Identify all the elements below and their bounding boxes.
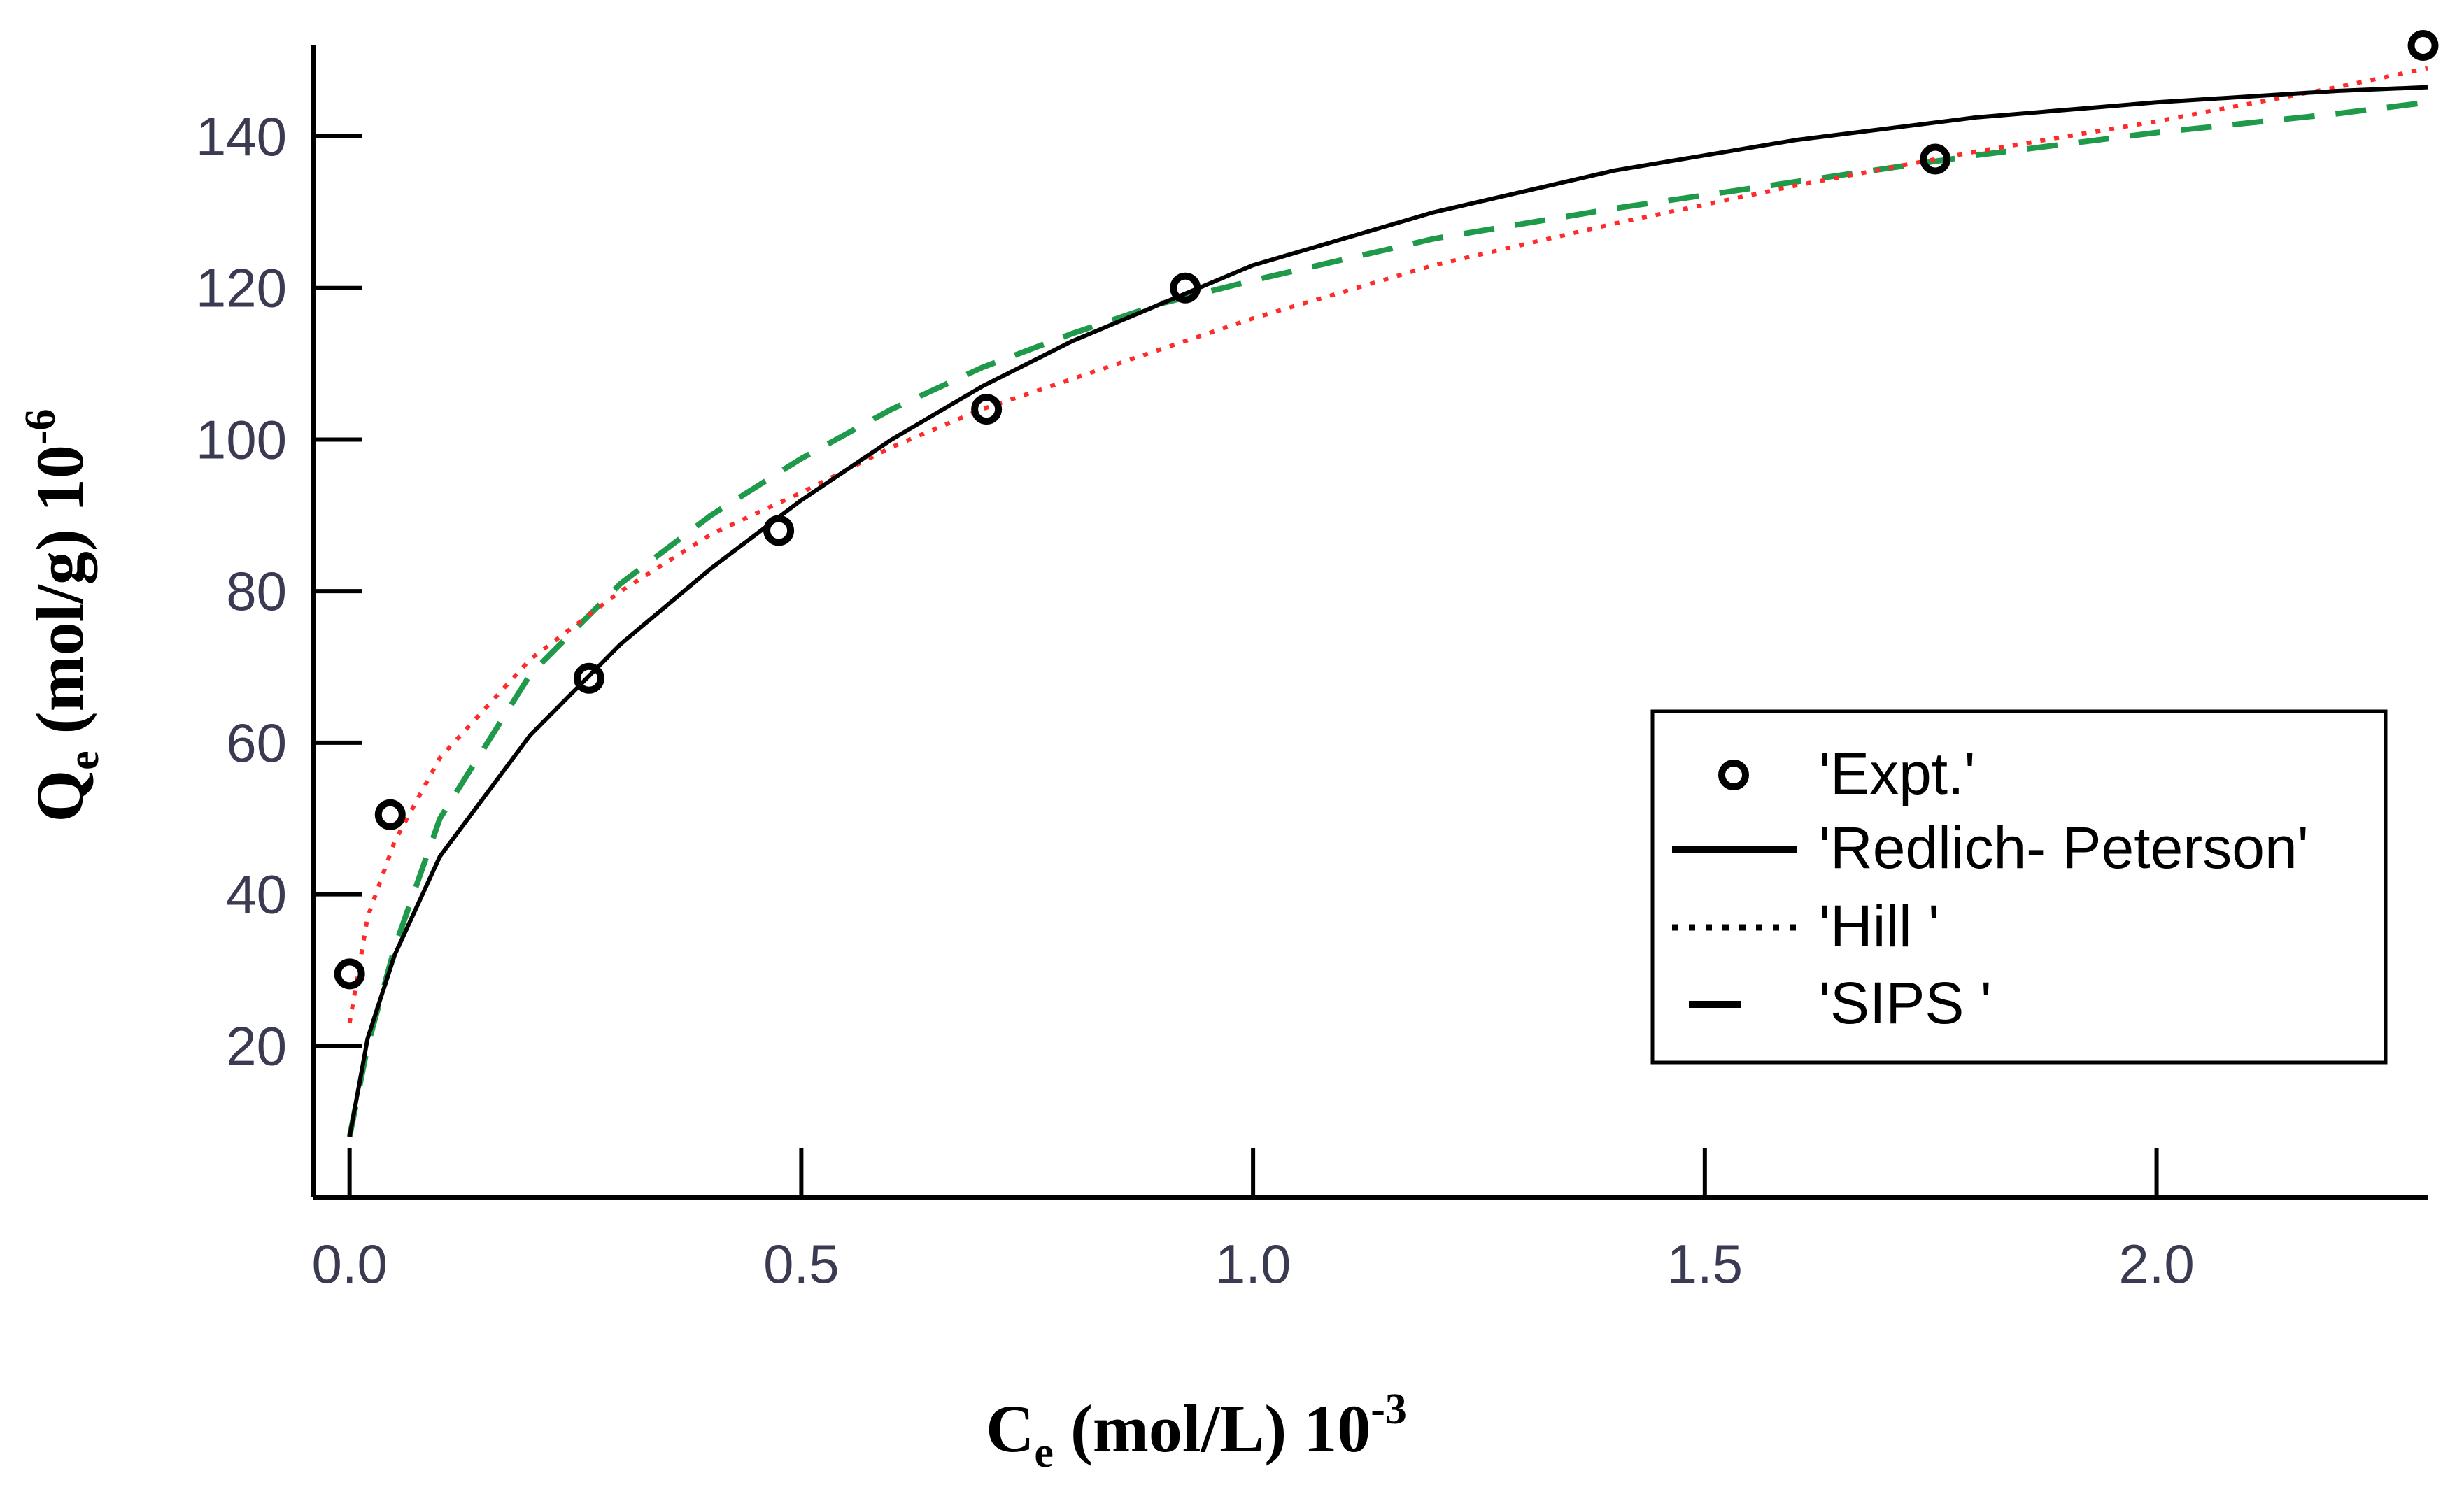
x-tick-label: 2.0 [2118,1233,2194,1295]
expt-point [971,394,1003,425]
y-ticks: 20 40 60 80 100 120 140 [196,106,362,1076]
legend: 'Expt.' 'Redlich- Peterson' 'Hill ' 'SIP… [1650,709,2388,1065]
x-axis-title: Ce (mol/L) 10-3 [986,1386,1407,1477]
legend-label-hill: 'Hill ' [1819,893,1939,959]
y-tick-label: 100 [196,408,287,470]
x-tick-label: 1.0 [1215,1233,1291,1295]
x-tick-label: 0.0 [311,1233,387,1295]
series-solid-line [347,85,2428,1137]
expt-point [2407,30,2439,61]
legend-box [1650,709,2388,1065]
legend-label-sips: 'SIPS ' [1819,970,1992,1036]
expt-point [573,662,604,694]
y-tick-label: 80 [226,560,287,622]
legend-label-expt: 'Expt.' [1819,741,1976,806]
x-ticks: 0.0 0.5 1.0 1.5 2.0 [311,1148,2195,1295]
experimental-points [334,30,2439,990]
expt-point [374,799,406,830]
x-tick-label: 1.5 [1667,1233,1743,1295]
expt-point [334,958,365,990]
y-tick-label: 20 [226,1015,287,1076]
expt-point [1170,272,1201,304]
legend-label-redlich-peterson: 'Redlich- Peterson' [1819,815,2309,881]
y-tick-label: 40 [226,864,287,925]
y-tick-label: 140 [196,106,287,167]
axes [311,45,2428,1200]
y-tick-label: 60 [226,712,287,774]
y-tick-label: 120 [196,257,287,319]
x-tick-label: 0.5 [763,1233,839,1295]
expt-point [763,515,795,546]
expt-point [1920,143,1951,175]
y-axis-title: Qe (mol/g) 10-6 [17,408,108,822]
legend-expt-marker [1718,760,1749,790]
